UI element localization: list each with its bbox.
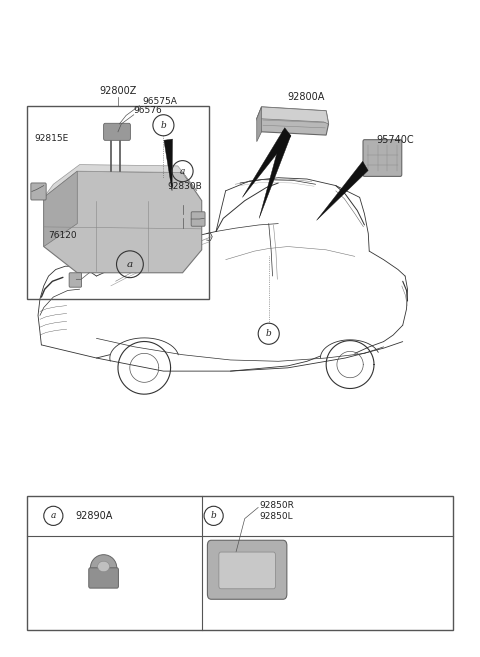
Text: b: b [211, 511, 216, 520]
Text: 92800A: 92800A [288, 93, 325, 102]
Bar [27, 106, 209, 299]
FancyBboxPatch shape [219, 552, 276, 589]
Text: 92890A: 92890A [75, 511, 112, 521]
Polygon shape [257, 107, 328, 124]
Polygon shape [259, 131, 291, 218]
Text: a: a [127, 260, 133, 269]
Text: 92815E: 92815E [34, 134, 69, 143]
FancyBboxPatch shape [31, 183, 46, 200]
Polygon shape [242, 127, 291, 197]
Polygon shape [257, 107, 328, 135]
FancyBboxPatch shape [104, 124, 131, 141]
Polygon shape [164, 139, 172, 191]
Text: 92800Z: 92800Z [99, 86, 137, 96]
Polygon shape [44, 171, 77, 246]
Text: 92850R
92850L: 92850R 92850L [259, 501, 294, 521]
FancyBboxPatch shape [207, 540, 287, 599]
Text: 76120: 76120 [48, 231, 77, 240]
Bar [27, 495, 453, 630]
FancyBboxPatch shape [191, 212, 205, 226]
FancyBboxPatch shape [69, 273, 82, 287]
Polygon shape [257, 107, 262, 142]
Ellipse shape [90, 555, 117, 581]
Ellipse shape [97, 561, 109, 572]
Text: 96575A: 96575A [142, 97, 177, 106]
Text: 96576: 96576 [134, 106, 163, 115]
Polygon shape [44, 171, 202, 273]
Text: b: b [266, 329, 272, 338]
Text: 92830B: 92830B [167, 183, 202, 191]
Text: a: a [51, 511, 56, 520]
FancyBboxPatch shape [363, 140, 402, 176]
Polygon shape [211, 547, 283, 593]
Text: b: b [160, 121, 166, 130]
Polygon shape [44, 165, 197, 197]
FancyBboxPatch shape [89, 568, 119, 588]
Polygon shape [317, 162, 368, 220]
Text: 95740C: 95740C [376, 135, 414, 145]
Text: a: a [180, 167, 185, 175]
